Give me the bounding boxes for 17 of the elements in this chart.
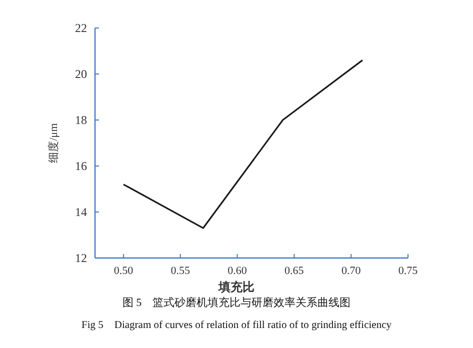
y-tick-label: 12 [75,251,87,265]
y-tick-label: 16 [75,159,87,173]
y-tick-label: 20 [75,67,87,81]
x-axis-title: 填充比 [218,280,254,294]
y-axis-title: 细度/μm [47,122,60,163]
y-tick-label: 14 [75,205,87,219]
x-tick-label: 0.65 [284,265,304,277]
caption: Fig 5 Diagram of curves of relation of fill ratio of to grinding efficiency [82,320,392,331]
x-tick-label: 0.70 [341,265,362,277]
line-series [122,59,364,229]
x-tick-label: 0.55 [170,265,190,277]
y-tick-label: 18 [75,113,87,127]
caption: 图 5 篮式砂磨机填充比与研磨效率关系曲线图 [122,296,351,309]
x-tick-label: 0.75 [398,265,418,277]
x-tick-label: 0.50 [114,265,134,277]
y-tick-label: 22 [75,21,87,35]
x-tick-label: 0.60 [228,265,248,277]
